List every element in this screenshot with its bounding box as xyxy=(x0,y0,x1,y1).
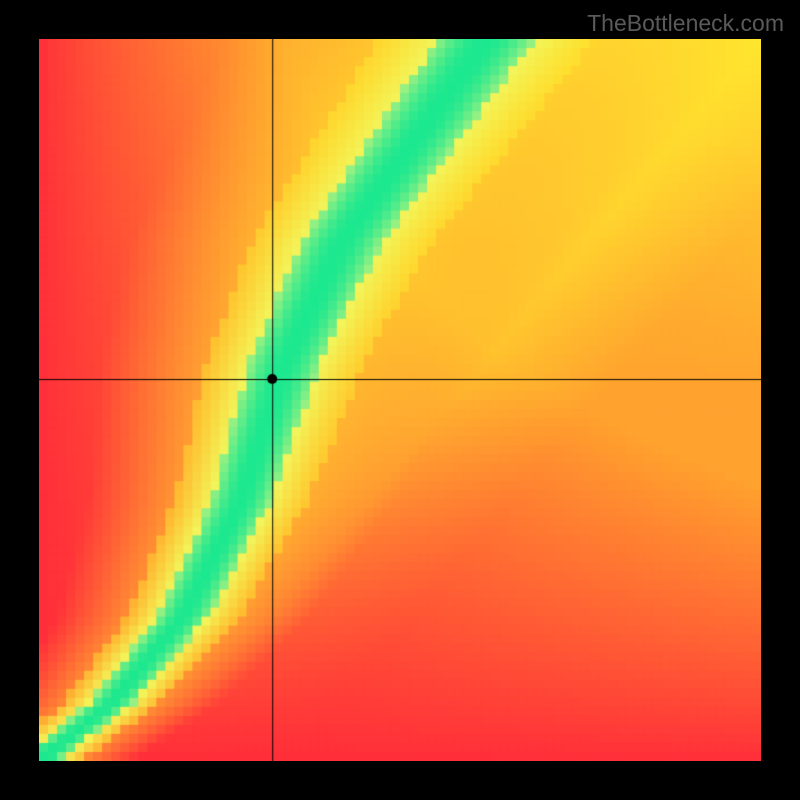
bottleneck-heatmap xyxy=(39,39,761,761)
watermark-text: TheBottleneck.com xyxy=(587,10,784,37)
